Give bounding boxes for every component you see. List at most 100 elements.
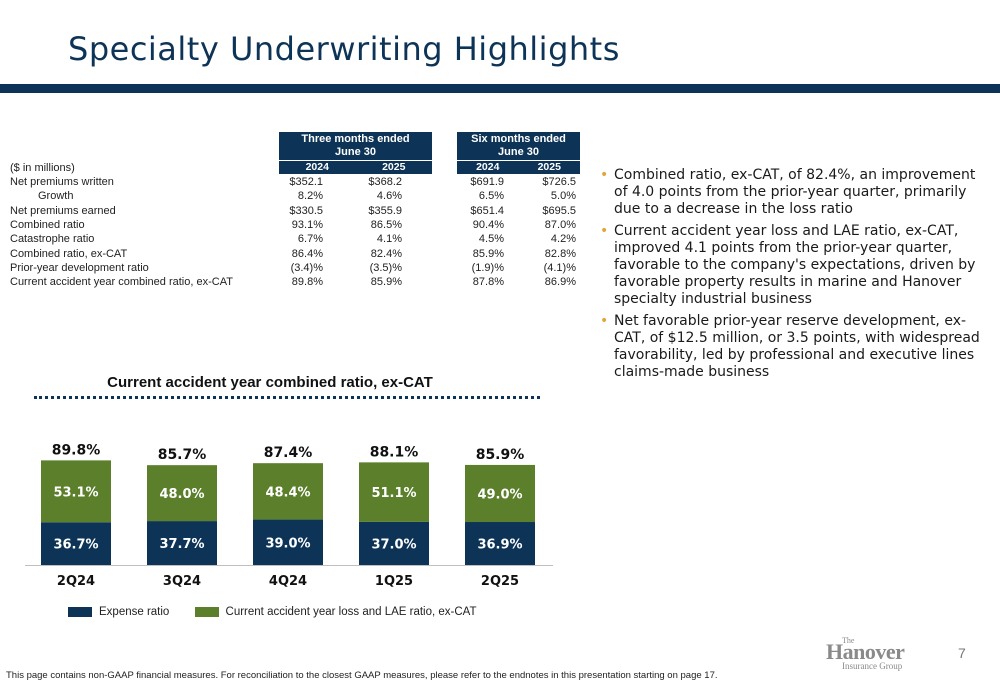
loss-ratio-bar bbox=[147, 465, 217, 522]
bar-data-label: 48.0% bbox=[159, 487, 204, 502]
row-value: 90.4% bbox=[472, 218, 504, 231]
chart-legend: Expense ratio Current accident year loss… bbox=[68, 606, 499, 620]
loss-ratio-bar bbox=[41, 460, 111, 523]
row-label: Combined ratio, ex-CAT bbox=[10, 247, 128, 260]
loss-ratio-bar bbox=[359, 462, 429, 522]
expense-ratio-bar bbox=[253, 519, 323, 565]
year-header: 2025 bbox=[537, 161, 561, 173]
legend-label: Expense ratio bbox=[99, 606, 170, 618]
table-row: Combined ratio, ex-CAT 86.4% 82.4% 85.9% 82.… bbox=[8, 247, 580, 261]
hanover-logo: The Hanover Insurance Group bbox=[822, 636, 930, 672]
row-label: Prior-year development ratio bbox=[10, 261, 149, 274]
row-label: Catastrophe ratio bbox=[10, 233, 95, 246]
legend-item-expense-ratio: Expense ratio bbox=[68, 606, 169, 618]
bar-total-label: 89.8% bbox=[52, 442, 101, 458]
footnote: This page contains non-GAAP financial me… bbox=[6, 670, 718, 681]
row-value: 4.6% bbox=[376, 190, 402, 203]
year-header: 2024 bbox=[476, 161, 500, 173]
bar-data-label: 39.0% bbox=[265, 536, 310, 551]
row-value: $352.1 bbox=[289, 176, 323, 188]
table-row: Net premiums earned $330.5 $355.9 $651.4 $69… bbox=[8, 204, 580, 218]
row-value: $726.5 bbox=[542, 176, 576, 188]
chart-title-dotted-rule bbox=[34, 396, 540, 399]
row-value: $695.5 bbox=[542, 204, 576, 217]
row-value: $691.9 bbox=[470, 176, 504, 188]
x-tick-label: 3Q24 bbox=[163, 574, 201, 589]
bullet-item: Net favorable prior-year reserve develop… bbox=[600, 313, 985, 381]
legend-swatch bbox=[194, 607, 219, 617]
row-value: 85.9% bbox=[370, 276, 402, 289]
row-value: 85.9% bbox=[472, 247, 504, 260]
loss-ratio-bar bbox=[253, 463, 323, 520]
row-value: 93.1% bbox=[291, 218, 323, 231]
row-label: Current accident year combined ratio, ex… bbox=[10, 276, 233, 289]
row-value: 5.0% bbox=[550, 190, 576, 203]
legend-label: Current accident year loss and LAE ratio… bbox=[225, 606, 477, 618]
expense-ratio-bar bbox=[41, 522, 111, 565]
row-label: Growth bbox=[38, 190, 74, 203]
expense-ratio-bar bbox=[359, 521, 429, 565]
x-tick-label: 2Q25 bbox=[481, 574, 519, 589]
year-header: 2024 bbox=[305, 161, 329, 173]
chart-title: Current accident year combined ratio, ex… bbox=[107, 374, 433, 391]
row-value: 4.1% bbox=[376, 233, 402, 246]
row-value: 86.4% bbox=[291, 247, 323, 260]
table-row: Net premiums written $352.1 $368.2 $691.9 $7… bbox=[8, 175, 580, 189]
row-label: Net premiums earned bbox=[10, 204, 116, 217]
bar-total-label: 87.4% bbox=[264, 445, 313, 461]
row-value: 4.5% bbox=[478, 233, 504, 246]
title-divider-bar bbox=[0, 84, 1000, 93]
row-value: 87.0% bbox=[544, 218, 576, 231]
row-value: $355.9 bbox=[368, 204, 402, 217]
row-value: 86.5% bbox=[370, 218, 402, 231]
bar-data-label: 53.1% bbox=[53, 485, 98, 500]
row-value: 82.8% bbox=[544, 247, 576, 260]
row-value: (3.5)% bbox=[369, 261, 402, 274]
table-row: Growth 8.2% 4.6% 6.5% 5.0% bbox=[8, 189, 580, 203]
group-header-line1: Six months ended bbox=[471, 133, 566, 145]
group-header-line2: June 30 bbox=[335, 146, 376, 158]
units-label: ($ in millions) bbox=[10, 162, 75, 174]
x-tick-label: 4Q24 bbox=[269, 574, 307, 589]
row-value: 82.4% bbox=[370, 247, 402, 260]
row-value: $651.4 bbox=[470, 204, 504, 217]
bullet-item: Current accident year loss and LAE ratio… bbox=[600, 223, 985, 308]
row-value: 8.2% bbox=[297, 190, 323, 203]
expense-ratio-bar bbox=[147, 521, 217, 565]
table-year-header-six-months: 2024 2025 bbox=[457, 161, 580, 174]
bar-data-label: 36.9% bbox=[477, 538, 522, 553]
row-value: $330.5 bbox=[289, 204, 323, 217]
row-value: 4.2% bbox=[550, 233, 576, 246]
bar-total-label: 88.1% bbox=[370, 444, 419, 460]
bar-total-label: 85.9% bbox=[476, 447, 525, 463]
logo-name: Hanover bbox=[826, 639, 905, 664]
x-tick-label: 2Q24 bbox=[57, 574, 95, 589]
bullet-item: Combined ratio, ex-CAT, of 82.4%, an imp… bbox=[600, 167, 985, 218]
year-header: 2025 bbox=[382, 161, 406, 173]
bar-data-label: 37.7% bbox=[159, 537, 204, 552]
bar-data-label: 49.0% bbox=[477, 487, 522, 502]
row-value: 89.8% bbox=[291, 276, 323, 289]
stacked-bar-chart: 36.7% 53.1% 89.8% 2Q24 37.7% 48.0% 85.7% 3Q24 39… bbox=[25, 442, 553, 589]
bar-data-label: 36.7% bbox=[53, 538, 98, 553]
bar-total-label: 85.7% bbox=[158, 447, 207, 463]
row-label: Net premiums written bbox=[10, 176, 114, 188]
highlights-bullet-list: Combined ratio, ex-CAT, of 82.4%, an imp… bbox=[600, 167, 985, 386]
row-label: Combined ratio bbox=[10, 218, 85, 231]
row-value: (3.4)% bbox=[290, 261, 323, 274]
row-value: $368.2 bbox=[368, 176, 402, 188]
bar-data-label: 37.0% bbox=[371, 537, 416, 552]
row-value: 6.7% bbox=[297, 233, 323, 246]
table-row: Current accident year combined ratio, ex… bbox=[8, 275, 580, 289]
bar-data-label: 51.1% bbox=[371, 486, 416, 501]
group-header-line1: Three months ended bbox=[301, 133, 410, 145]
table-group-header-three-months: Three months ended June 30 bbox=[279, 132, 432, 160]
row-value: 86.9% bbox=[544, 276, 576, 289]
row-value: (4.1)% bbox=[543, 261, 576, 274]
table-row: Catastrophe ratio 6.7% 4.1% 4.5% 4.2% bbox=[8, 232, 580, 246]
bar-data-label: 48.4% bbox=[265, 485, 310, 500]
page-title: Specialty Underwriting Highlights bbox=[68, 30, 620, 68]
expense-ratio-bar bbox=[465, 522, 535, 565]
group-header-line2: June 30 bbox=[498, 146, 539, 158]
logo-the: The bbox=[842, 636, 855, 645]
